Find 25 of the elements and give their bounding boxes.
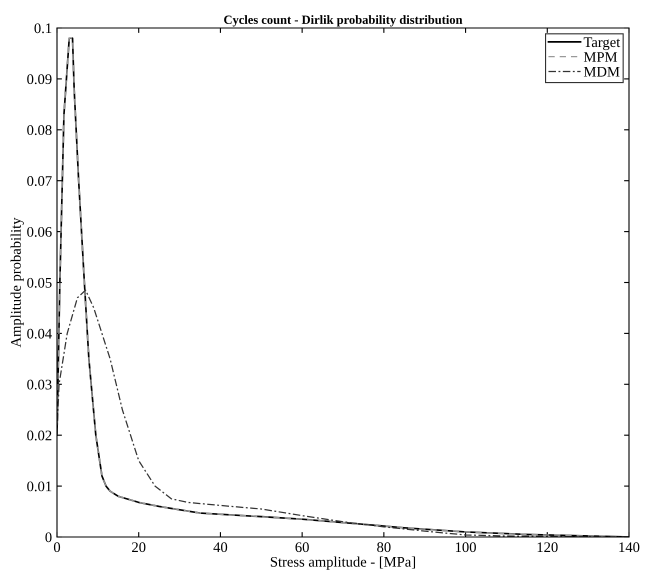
x-tick-label: 80 xyxy=(377,542,391,552)
x-tick-label: 100 xyxy=(456,542,476,552)
legend-label: MDM xyxy=(584,66,620,77)
x-tick-label: 20 xyxy=(132,542,146,552)
legend-label: MPM xyxy=(584,52,618,62)
y-axis-title: Amplitude probability xyxy=(10,218,24,348)
y-tick-label: 0 xyxy=(45,532,52,542)
x-axis-title: Stress amplitude - [MPa] xyxy=(270,556,416,570)
y-tick-label: 0.02 xyxy=(27,430,52,440)
y-tick-label: 0.08 xyxy=(27,125,52,136)
y-tick-label: 0.07 xyxy=(27,176,52,186)
y-tick-label: 0.1 xyxy=(34,23,52,34)
y-tick-label: 0.04 xyxy=(27,328,52,339)
y-tick-label: 0.06 xyxy=(27,226,52,237)
chart-title: Cycles count - Dirlik probability distribution xyxy=(224,15,462,27)
y-tick-label: 0.05 xyxy=(27,278,52,288)
y-tick-label: 0.09 xyxy=(27,74,52,84)
legend-label: Target xyxy=(584,37,620,50)
y-tick-label: 0.03 xyxy=(27,380,52,390)
x-tick-label: 120 xyxy=(538,542,558,552)
x-tick-label: 40 xyxy=(213,542,228,552)
x-tick-label: 0 xyxy=(54,542,60,552)
x-tick-label: 60 xyxy=(295,542,309,552)
x-tick-label: 140 xyxy=(619,542,640,552)
y-tick-label: 0.01 xyxy=(27,481,52,492)
